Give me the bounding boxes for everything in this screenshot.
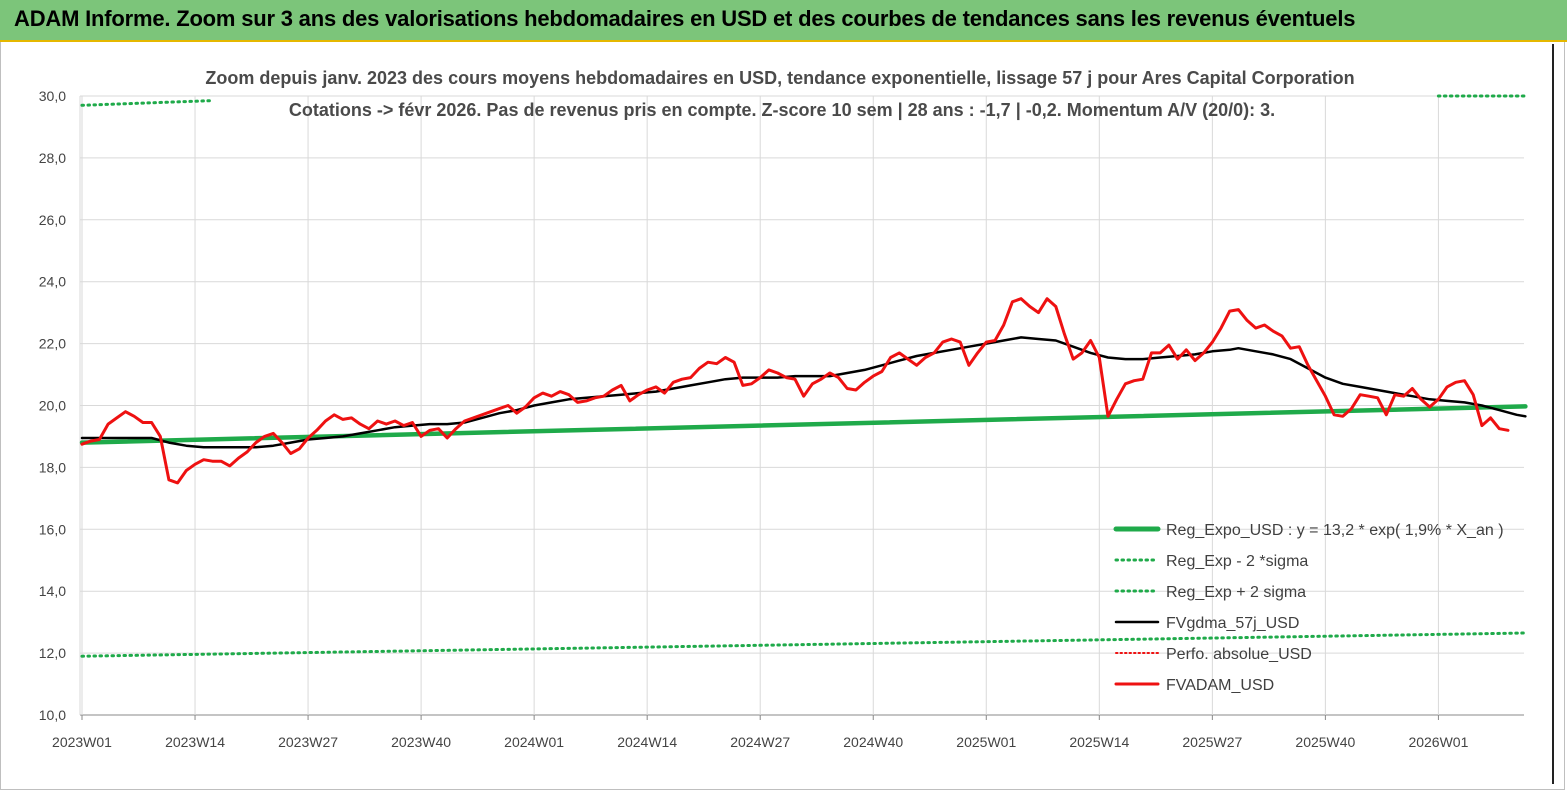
- reg-minus-2sigma-line: [80, 631, 1527, 658]
- x-tick-label: 2024W01: [504, 734, 564, 750]
- legend-label: Reg_Exp + 2 sigma: [1166, 584, 1306, 601]
- x-tick-label: 2025W40: [1295, 734, 1355, 750]
- x-tick-label: 2025W27: [1182, 734, 1242, 750]
- y-tick-label: 18,0: [39, 459, 66, 475]
- series-lines: [79, 94, 1528, 658]
- legend-label: FVADAM_USD: [1166, 677, 1274, 694]
- x-tick-label: 2023W40: [391, 734, 451, 750]
- y-tick-label: 30,0: [39, 88, 66, 104]
- y-tick-label: 28,0: [39, 150, 66, 166]
- x-tick-label: 2024W40: [843, 734, 903, 750]
- x-tick-label: 2023W27: [278, 734, 338, 750]
- header-banner: ADAM Informe. Zoom sur 3 ans des valoris…: [0, 0, 1567, 42]
- y-tick-label: 24,0: [39, 274, 66, 290]
- legend-label: Reg_Expo_USD : y = 13,2 * exp( 1,9% * X_…: [1166, 522, 1504, 539]
- x-tick-label: 2023W14: [165, 734, 225, 750]
- axes: 10,0 12,0 14,0 16,0 18,0 20,0 22,0 24,0 26,0 28,0…: [39, 88, 1469, 750]
- y-tick-label: 20,0: [39, 398, 66, 414]
- y-tick-label: 10,0: [39, 707, 66, 723]
- y-tick-label: 16,0: [39, 521, 66, 537]
- gridlines: [79, 95, 1524, 716]
- y-tick-label: 22,0: [39, 336, 66, 352]
- x-tick-label: 2025W14: [1069, 734, 1129, 750]
- chart-title-line-2: Cotations -> févr 2026. Pas de revenus p…: [289, 100, 1275, 120]
- fvadam-line: [80, 297, 1510, 485]
- legend-label: FVgdma_57j_USD: [1166, 615, 1299, 632]
- legend: Reg_Expo_USD : y = 13,2 * exp( 1,9% * X_…: [1113, 522, 1504, 694]
- right-border-rule: [1552, 44, 1554, 784]
- y-tick-label: 12,0: [39, 645, 66, 661]
- legend-label: Reg_Exp - 2 *sigma: [1166, 553, 1308, 570]
- x-tick-label: 2023W01: [52, 734, 112, 750]
- y-tick-label: 14,0: [39, 583, 66, 599]
- legend-label: Perfo. absolue_USD: [1166, 646, 1312, 663]
- fvgdma-57j-line: [80, 336, 1527, 449]
- line-chart: 10,0 12,0 14,0 16,0 18,0 20,0 22,0 24,0 26,0 28,0…: [39, 68, 1528, 750]
- x-tick-label: 2024W27: [730, 734, 790, 750]
- page-title: ADAM Informe. Zoom sur 3 ans des valoris…: [14, 6, 1356, 31]
- x-tick-label: 2026W01: [1408, 734, 1468, 750]
- x-tick-label: 2025W01: [956, 734, 1016, 750]
- chart-title-line-1: Zoom depuis janv. 2023 des cours moyens …: [205, 68, 1354, 88]
- y-tick-label: 26,0: [39, 212, 66, 228]
- reg-expo-line: [79, 404, 1528, 445]
- x-tick-label: 2024W14: [617, 734, 677, 750]
- reg-plus-2sigma-line: [80, 99, 214, 107]
